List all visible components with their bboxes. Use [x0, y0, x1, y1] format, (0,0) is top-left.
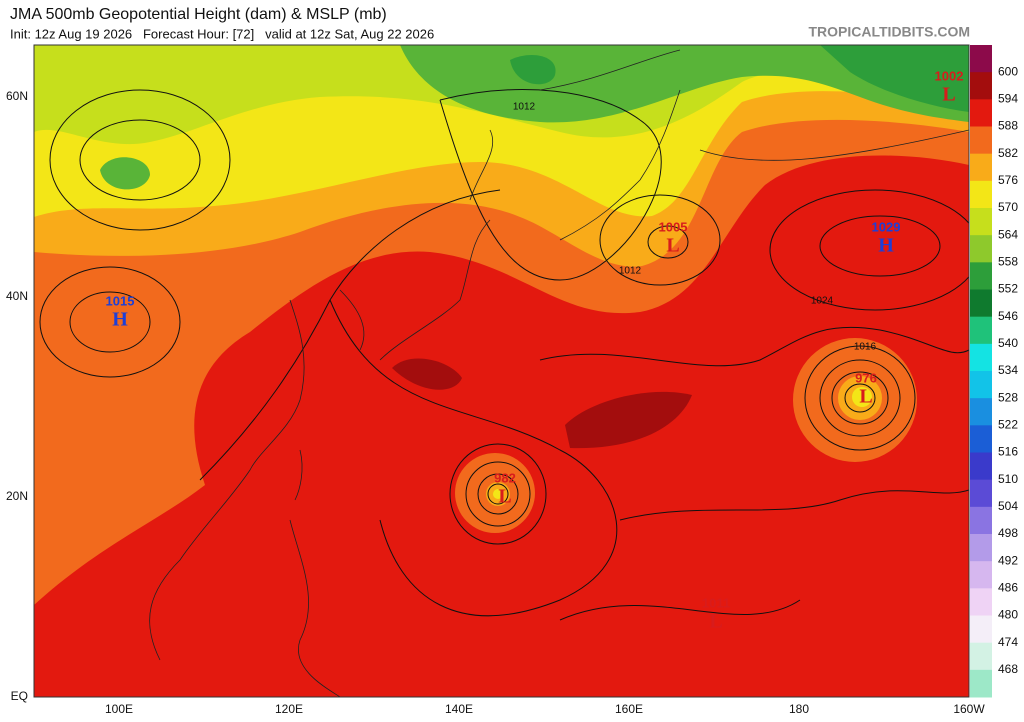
lon-label: 140E: [445, 702, 473, 716]
lat-label: EQ: [11, 689, 28, 703]
colorbar-label: 510: [998, 472, 1018, 486]
colorbar-swatch: [970, 615, 992, 644]
colorbar-swatch: [970, 180, 992, 209]
colorbar-label: 564: [998, 227, 1018, 241]
center-value: 1011: [702, 595, 730, 610]
colorbar-label: 474: [998, 635, 1018, 649]
colorbar-swatch: [970, 398, 992, 426]
colorbar-label: 576: [998, 173, 1018, 187]
center-letter: L: [709, 611, 722, 633]
colorbar-swatch: [970, 534, 992, 562]
center-value: 1005: [659, 219, 688, 234]
colorbar-label: 534: [998, 363, 1018, 377]
colorbar-swatch: [970, 289, 992, 318]
colorbar-swatch: [970, 126, 992, 155]
isobar-label: 1024: [811, 296, 834, 307]
colorbar-label: 594: [998, 92, 1018, 106]
center-value: 1015: [106, 293, 135, 308]
title: JMA 500mb Geopotential Height (dam) & MS…: [10, 6, 387, 23]
colorbar-swatch: [970, 45, 992, 73]
colorbar-swatch: [970, 262, 992, 290]
colorbar-label: 558: [998, 255, 1018, 269]
colorbar-swatch: [970, 72, 992, 100]
colorbar: 600 594 588 582 576 570 564 558 552 546 540 534 528 5…: [970, 45, 1018, 698]
lon-label: 160W: [953, 702, 985, 716]
colorbar-label: 570: [998, 200, 1018, 214]
colorbar-label: 540: [998, 336, 1018, 350]
lon-label: 100E: [105, 702, 133, 716]
colorbar-swatch: [970, 153, 992, 182]
colorbar-swatch: [970, 669, 992, 698]
center-letter: L: [859, 386, 872, 408]
colorbar-swatch: [970, 371, 992, 399]
colorbar-label: 492: [998, 553, 1018, 567]
colorbar-label: 528: [998, 390, 1018, 404]
colorbar-swatch: [970, 452, 992, 481]
lon-label: 120E: [275, 702, 303, 716]
center-value: 982: [494, 470, 516, 485]
colorbar-swatch: [970, 99, 992, 127]
pressure-centers: 1015H1029H1005L1002L1011L982L976L1012101…: [106, 68, 964, 632]
colorbar-label: 468: [998, 662, 1018, 676]
isobar-label: 1012: [619, 266, 642, 277]
lat-label: 60N: [6, 89, 28, 103]
colorbar-label: 582: [998, 146, 1018, 160]
colorbar-label: 522: [998, 418, 1018, 432]
colorbar-label: 600: [998, 64, 1018, 78]
lon-label: 180: [789, 702, 809, 716]
colorbar-label: 480: [998, 608, 1018, 622]
watermark: TROPICALTIDBITS.COM: [808, 24, 970, 40]
colorbar-label: 498: [998, 526, 1018, 540]
colorbar-swatch: [970, 642, 992, 671]
colorbar-swatch: [970, 561, 992, 589]
colorbar-swatch: [970, 235, 992, 263]
colorbar-swatch: [970, 479, 992, 508]
lon-label: 160E: [615, 702, 643, 716]
colorbar-label: 546: [998, 309, 1018, 323]
map-field: 1015H1029H1005L1002L1011L982L976L1012101…: [34, 45, 969, 697]
colorbar-swatch: [970, 588, 992, 616]
map-frame: [33, 44, 970, 698]
init-line: Init: 12z Aug 19 2026 Forecast Hour: [72…: [10, 26, 434, 41]
colorbar-label: 588: [998, 119, 1018, 133]
axis-labels: 60N 40N 20N EQ 100E 120E 140E 160E 180 160W: [6, 89, 985, 716]
colorbar-swatch: [970, 425, 992, 453]
isobar-label: 1012: [513, 102, 536, 113]
colorbar-label: 486: [998, 581, 1018, 595]
center-letter: L: [498, 486, 511, 508]
lat-label: 40N: [6, 289, 28, 303]
colorbar-label: 552: [998, 282, 1018, 296]
center-value: 976: [855, 370, 877, 385]
center-value: 1002: [935, 68, 964, 83]
colorbar-label: 504: [998, 499, 1018, 513]
colorbar-label: 516: [998, 445, 1018, 459]
colorbar-swatch: [970, 208, 992, 236]
center-letter: H: [878, 235, 894, 257]
colorbar-swatch: [970, 343, 992, 372]
isobar-label: 1016: [854, 342, 877, 353]
center-letter: L: [666, 235, 679, 257]
colorbar-swatch: [970, 316, 992, 345]
lat-label: 20N: [6, 489, 28, 503]
center-letter: H: [112, 309, 128, 331]
center-value: 1029: [872, 219, 901, 234]
colorbar-swatch: [970, 506, 992, 535]
center-letter: L: [942, 84, 955, 106]
